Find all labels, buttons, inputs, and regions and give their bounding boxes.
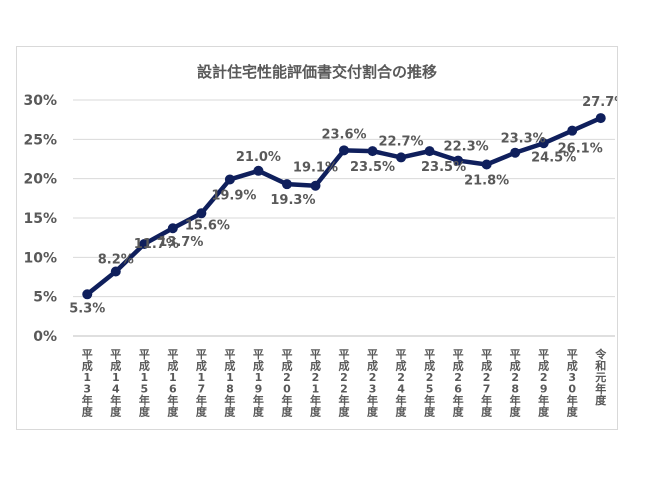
data-label: 19.9% [211,188,256,203]
data-point [367,146,378,157]
data-label: 13.7% [158,235,203,250]
data-point [453,155,464,166]
x-tick-label: 平成 2 2 年度 [339,348,351,419]
y-tick-label: 15% [23,211,57,227]
y-tick-label: 5% [33,290,57,306]
y-tick-label: 30% [23,93,57,109]
y-tick-label: 10% [23,250,57,266]
data-point [253,165,264,176]
x-tick-label: 平成 1 9 年度 [253,348,265,419]
chart-frame: 設計住宅性能評価書交付割合の推移 0% 5% 10% 15% 20% 25% 30% 平成 1… [16,46,618,430]
x-tick-label: 平成 2 1 年度 [310,348,322,419]
data-label: 19.1% [293,161,338,176]
y-tick-label: 25% [23,132,57,148]
x-tick-label: 平成 2 5 年度 [424,348,436,419]
x-tick-label: 平成 2 8 年度 [510,348,522,419]
data-label: 11.7% [134,237,179,252]
data-label: 23.5% [350,160,395,175]
data-point [339,145,349,156]
x-tick-label: 平成 2 3 年度 [367,348,379,419]
data-label: 23.6% [321,127,366,142]
x-tick-label: 平成 2 6 年度 [453,348,465,419]
data-label: 23.3% [501,132,546,147]
data-point [82,289,93,300]
x-tick-label: 平成 1 7 年度 [196,348,208,419]
data-point [110,266,121,277]
x-tick-label: 平成 1 5 年度 [139,348,151,419]
data-label: 22.7% [378,134,423,149]
x-axis-ticks: 平成 1 3 年度 平成 1 4 年度 平成 1 5 年度 平成 1 6 年度 平成 1 7 年度 平成 1 8 年度 平成 1 9… [82,347,607,419]
data-label: 23.5% [421,160,466,175]
gridlines [73,99,615,337]
data-label: 26.1% [558,142,603,157]
data-label: 21.8% [464,174,509,189]
data-point [167,223,178,234]
data-points [82,113,606,300]
data-point [424,146,435,157]
y-tick-label: 0% [33,329,57,345]
data-point [595,113,606,124]
data-point [281,179,292,190]
data-label: 8.2% [98,252,134,267]
data-point [139,238,150,249]
line-chart: 設計住宅性能評価書交付割合の推移 0% 5% 10% 15% 20% 25% 30% 平成 1… [23,63,617,419]
data-labels: 5.3% 8.2%11.7%13.7% 15.6% 19.9% 21.0% 19.3% 19… [69,95,617,316]
data-label: 15.6% [185,218,230,233]
y-tick-label: 20% [23,172,57,188]
x-tick-label: 平成 2 7 年度 [481,348,493,419]
data-point [567,125,578,136]
data-point [396,152,407,163]
x-tick-label: 令和元年度 [594,347,607,407]
x-tick-label: 平成 2 4 年度 [396,348,408,419]
data-label: 21.0% [236,150,281,165]
x-tick-label: 平成 3 0 年度 [567,348,579,419]
x-tick-label: 平成 1 3 年度 [82,348,94,419]
x-tick-label: 平成 1 6 年度 [167,348,179,419]
data-label: 22.3% [444,140,489,155]
data-point [310,180,321,191]
chart-title: 設計住宅性能評価書交付割合の推移 [197,63,437,81]
data-point [481,159,492,170]
data-label: 5.3% [69,301,105,316]
data-label: 24.5% [531,150,576,165]
y-axis-ticks: 0% 5% 10% 15% 20% 25% 30% [23,93,57,345]
x-tick-label: 平成 2 9 年度 [538,348,550,419]
data-point [510,147,521,158]
data-point [538,138,549,149]
data-point [224,174,235,185]
data-label: 27.7% [582,95,617,110]
data-point [196,208,207,219]
x-tick-label: 平成 2 0 年度 [281,348,293,419]
data-label: 19.3% [270,193,315,208]
x-tick-label: 平成 1 8 年度 [224,348,236,419]
x-tick-label: 平成 1 4 年度 [110,348,122,419]
